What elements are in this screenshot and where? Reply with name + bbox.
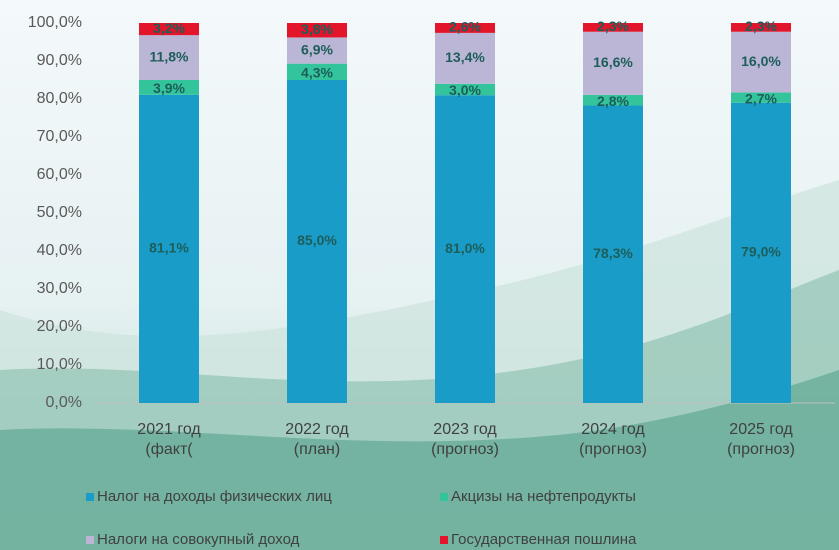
legend-marker xyxy=(440,493,448,501)
value-label: 2,8% xyxy=(597,93,629,109)
legend-label: Государственная пошлина xyxy=(451,531,637,548)
legend-label: Налоги на совокупный доход xyxy=(97,531,300,548)
value-label: 2,6% xyxy=(449,19,481,35)
value-label: 16,6% xyxy=(593,54,633,70)
value-label: 79,0% xyxy=(741,244,781,260)
value-label: 4,3% xyxy=(301,65,333,81)
value-label: 3,8% xyxy=(301,21,333,37)
value-label: 78,3% xyxy=(593,245,633,261)
y-tick-label: 0,0% xyxy=(46,394,82,411)
legend-marker xyxy=(86,536,94,544)
legend-label: Акцизы на нефтепродукты xyxy=(451,488,636,505)
y-tick-label: 100,0% xyxy=(28,14,82,31)
value-label: 2,3% xyxy=(745,18,777,34)
y-tick-label: 80,0% xyxy=(37,90,82,107)
value-label: 16,0% xyxy=(741,53,781,69)
y-tick-label: 20,0% xyxy=(37,318,82,335)
legend-marker xyxy=(440,536,448,544)
y-tick-label: 50,0% xyxy=(37,204,82,221)
y-tick-label: 70,0% xyxy=(37,128,82,145)
value-label: 2,3% xyxy=(597,18,629,34)
chart: 0,0% 10,0% 20,0% 30,0% 40,0% 50,0% 60,0% 70,0% 8… xyxy=(0,0,839,550)
value-label: 3,0% xyxy=(449,82,481,98)
legend-marker xyxy=(86,493,94,501)
y-tick-label: 30,0% xyxy=(37,280,82,297)
y-tick-label: 10,0% xyxy=(37,356,82,373)
value-label: 11,8% xyxy=(150,48,189,64)
value-label: 81,0% xyxy=(445,240,485,256)
value-label: 81,1% xyxy=(149,240,189,256)
value-label: 2,7% xyxy=(745,90,777,106)
value-label: 3,2% xyxy=(153,20,185,36)
value-label: 85,0% xyxy=(297,232,337,248)
y-tick-label: 60,0% xyxy=(37,166,82,183)
legend-label: Налог на доходы физических лиц xyxy=(97,488,332,505)
y-tick-label: 40,0% xyxy=(37,242,82,259)
value-label: 3,9% xyxy=(153,80,185,96)
y-tick-label: 90,0% xyxy=(37,52,82,69)
value-label: 13,4% xyxy=(445,49,485,65)
value-label: 6,9% xyxy=(301,41,333,57)
